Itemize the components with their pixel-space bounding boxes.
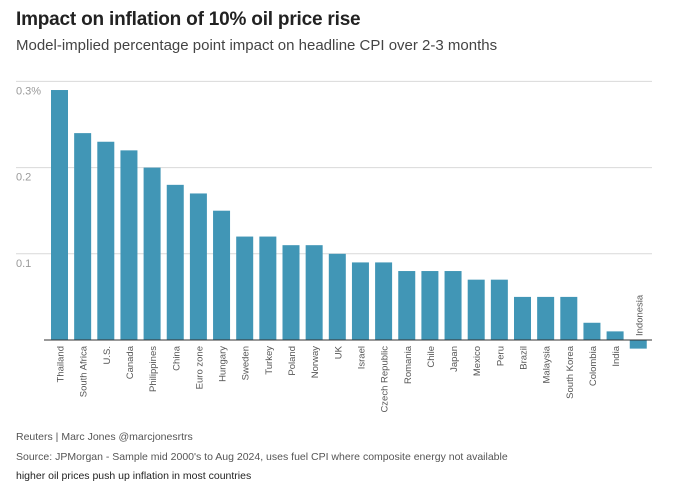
- bar-south-africa: [74, 133, 92, 340]
- y-tick-label: 0.1: [16, 258, 31, 270]
- x-tick-label: South Korea: [565, 345, 576, 399]
- chart-title: Impact on inflation of 10% oil price ris…: [16, 9, 361, 30]
- x-tick-label: Philippines: [148, 346, 159, 392]
- x-tick-label: Peru: [495, 346, 506, 366]
- bar-brazil: [514, 296, 531, 340]
- bar-euro-zone: [189, 193, 207, 340]
- bar-norway: [305, 245, 323, 340]
- bar-israel: [351, 262, 369, 340]
- bar-czech-republic: [375, 262, 393, 340]
- bar-peru: [490, 279, 508, 340]
- bar-romania: [398, 271, 416, 340]
- bar-japan: [444, 271, 462, 340]
- bar-malaysia: [537, 296, 555, 340]
- bar-chile: [421, 271, 439, 340]
- bar-u-s-: [97, 141, 115, 340]
- x-tick-label: Euro zone: [194, 346, 205, 389]
- bar-mexico: [467, 279, 485, 340]
- x-tick-label: U.S.: [102, 346, 113, 364]
- x-tick-label: Romania: [403, 345, 414, 384]
- y-tick-label: 0.2: [16, 172, 31, 184]
- x-tick-label: Japan: [449, 346, 460, 372]
- x-tick-label: Turkey: [264, 346, 275, 375]
- bar-uk: [328, 253, 346, 340]
- source-note: Source: JPMorgan - Sample mid 2000's to …: [16, 451, 508, 463]
- x-tick-label: Chile: [426, 346, 437, 368]
- x-tick-label: Poland: [287, 346, 298, 376]
- x-tick-label: Colombia: [588, 345, 599, 386]
- chart-caption: higher oil prices push up inflation in m…: [16, 470, 252, 482]
- bar-hungary: [213, 210, 231, 340]
- x-tick-label: China: [171, 345, 182, 371]
- x-tick-label: Sweden: [241, 346, 252, 380]
- bar-colombia: [583, 322, 601, 340]
- x-tick-label: Czech Republic: [380, 346, 391, 413]
- x-tick-label: Indonesia: [634, 294, 645, 336]
- x-tick-label: Hungary: [218, 346, 229, 382]
- y-tick-label: 0.3%: [16, 85, 41, 97]
- x-tick-label: South Africa: [79, 345, 90, 397]
- bar-india: [606, 331, 624, 340]
- bar-canada: [120, 150, 138, 340]
- bar-china: [166, 184, 184, 340]
- bar-sweden: [236, 236, 254, 340]
- bar-thailand: [51, 90, 68, 341]
- x-tick-label: Brazil: [519, 346, 530, 370]
- bar-poland: [282, 245, 300, 340]
- bar-indonesia: [629, 340, 647, 349]
- credit-line: Reuters | Marc Jones @marcjonesrtrs: [16, 431, 193, 443]
- bar-philippines: [143, 167, 161, 340]
- x-tick-label: Mexico: [472, 346, 483, 376]
- x-tick-label: Canada: [125, 345, 136, 379]
- x-tick-label: India: [611, 345, 622, 366]
- x-tick-label: Norway: [310, 346, 321, 378]
- x-tick-label: Thailand: [56, 346, 67, 382]
- x-tick-label: Israel: [356, 346, 367, 369]
- chart-subtitle: Model-implied percentage point impact on…: [16, 37, 498, 54]
- bar-south-korea: [560, 296, 578, 340]
- x-tick-label: Malaysia: [542, 345, 553, 383]
- bar-turkey: [259, 236, 277, 340]
- x-tick-label: UK: [333, 345, 344, 359]
